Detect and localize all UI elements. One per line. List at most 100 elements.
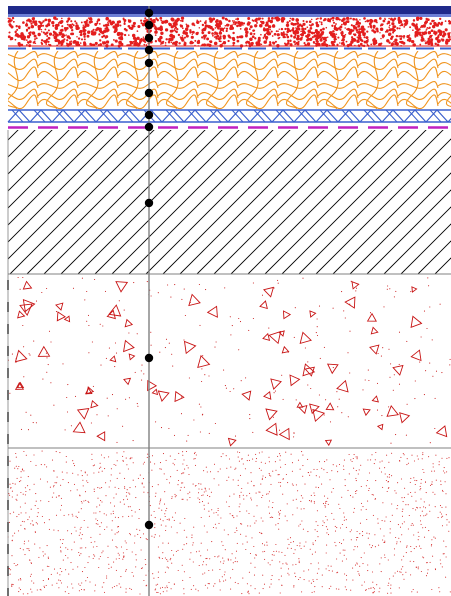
- wood-grain-line: [8, 58, 39, 70]
- sand-grain: [323, 522, 325, 524]
- red-granule: [345, 20, 348, 23]
- red-granule: [27, 42, 30, 44]
- sand-grain: [126, 548, 128, 551]
- red-granule: [364, 32, 367, 35]
- membrane-cross: [297, 109, 310, 123]
- sand-grain: [254, 557, 256, 559]
- sand-grain: [28, 550, 30, 552]
- sand-grain: [233, 517, 235, 519]
- sand-grain: [222, 557, 224, 559]
- sand-grain: [202, 564, 204, 566]
- red-granule: [244, 27, 248, 31]
- sand-grain: [365, 589, 367, 591]
- sand-grain: [441, 457, 443, 459]
- sand-grain: [254, 522, 256, 524]
- sand-grain: [295, 576, 297, 578]
- sand-grain: [372, 514, 374, 516]
- red-granule: [176, 28, 179, 31]
- red-granule: [437, 29, 442, 33]
- sand-grain: [188, 473, 190, 476]
- sand-grain: [103, 513, 105, 515]
- sand-grain: [223, 574, 225, 576]
- aggregate-dot: [376, 409, 379, 411]
- sand-grain: [157, 576, 159, 579]
- red-granule: [290, 34, 293, 37]
- aggregate-dot: [357, 283, 359, 285]
- membrane-cross: [77, 109, 90, 123]
- red-granule: [420, 31, 422, 34]
- red-granule: [45, 32, 48, 35]
- red-granule: [280, 31, 283, 35]
- sand-grain: [53, 492, 55, 494]
- sand-grain: [445, 506, 447, 508]
- sand-grain: [162, 520, 164, 522]
- hatch-line: [230, 130, 376, 274]
- red-granule: [17, 25, 21, 29]
- sand-grain: [325, 501, 327, 503]
- sand-grain: [384, 467, 386, 469]
- sand-grain: [313, 591, 315, 593]
- sand-grain: [415, 509, 417, 511]
- sand-grain: [43, 586, 46, 589]
- aggregate-triangle: [259, 300, 268, 310]
- aggregate-triangle: [37, 345, 51, 357]
- red-granule: [311, 23, 314, 26]
- sand-grain: [17, 468, 19, 470]
- sand-grain: [227, 558, 229, 560]
- red-granule: [164, 42, 167, 44]
- red-granule: [97, 18, 101, 22]
- sand-grain: [360, 464, 362, 466]
- sand-grain: [90, 541, 92, 543]
- aggregate-dot: [329, 421, 332, 423]
- sand-grain: [387, 487, 389, 489]
- red-granule: [229, 26, 233, 31]
- sand-grain: [18, 481, 21, 483]
- layer-marker-dot: [144, 353, 154, 363]
- aggregate-dot: [272, 416, 274, 418]
- sand-grain: [384, 520, 386, 522]
- wood-knot-line: [125, 51, 139, 109]
- aggregate-dot: [368, 379, 370, 382]
- sand-grain: [101, 487, 103, 489]
- sand-grain: [126, 489, 128, 491]
- sand-grain: [429, 510, 431, 512]
- sand-grain: [245, 535, 247, 537]
- sand-grain: [253, 515, 255, 517]
- sand-grain: [163, 503, 166, 505]
- sand-grain: [401, 515, 404, 517]
- sand-grain: [287, 538, 289, 540]
- red-granule: [365, 36, 369, 40]
- sand-grain: [19, 547, 21, 549]
- red-granule: [80, 38, 84, 41]
- sand-grain: [272, 516, 274, 519]
- sand-grain: [143, 486, 145, 488]
- sand-grain: [94, 584, 96, 586]
- sand-grain: [326, 519, 328, 521]
- sand-grain: [189, 491, 191, 493]
- sand-grain: [134, 542, 136, 544]
- sand-grain: [232, 568, 234, 570]
- sand-grain: [400, 571, 402, 573]
- sand-grain: [115, 464, 117, 466]
- sand-grain: [439, 559, 441, 561]
- sand-grain: [154, 523, 156, 525]
- sand-grain: [432, 463, 434, 465]
- aggregate-triangle: [362, 408, 371, 417]
- sand-grain: [107, 556, 109, 559]
- sand-grain: [91, 458, 93, 461]
- sand-grain: [387, 559, 389, 561]
- sand-grain: [180, 482, 183, 484]
- sand-grain: [60, 504, 63, 506]
- red-granule: [442, 30, 445, 34]
- sand-grain: [305, 541, 307, 543]
- sand-grain: [438, 464, 440, 466]
- sand-grain: [367, 570, 369, 572]
- aggregate-dot: [392, 389, 394, 391]
- sand-grain: [162, 453, 165, 455]
- sand-grain: [24, 554, 26, 556]
- sand-grain: [353, 511, 355, 513]
- sand-grain: [401, 497, 403, 499]
- red-granule: [335, 38, 338, 41]
- sand-grain: [95, 518, 97, 520]
- aggregate-dot: [55, 311, 58, 313]
